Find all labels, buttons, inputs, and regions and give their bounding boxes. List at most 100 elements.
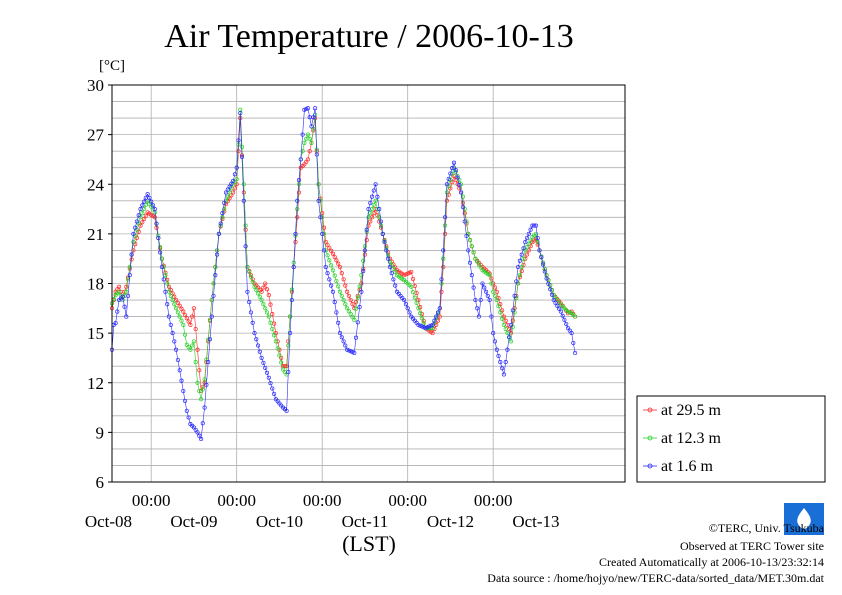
data-point: [127, 264, 132, 270]
data-point: [288, 314, 293, 319]
data-point: [391, 277, 396, 282]
data-point: [410, 290, 416, 295]
data-point: [386, 256, 391, 261]
data-point: [350, 302, 355, 307]
data-point: [193, 360, 198, 365]
data-point: [313, 106, 318, 111]
data-point: [489, 276, 494, 281]
data-point: [434, 314, 439, 319]
data-point: [345, 306, 350, 311]
data-point: [496, 353, 501, 358]
data-point: [177, 368, 182, 373]
credit-copyright: ©TERC, Univ. Tsukuba: [709, 521, 825, 535]
data-point: [503, 318, 508, 323]
data-point: [250, 279, 255, 284]
data-point: [309, 140, 314, 145]
data-point: [430, 331, 435, 336]
data-point: [462, 211, 467, 216]
data-point: [321, 248, 327, 253]
x-time-tick-label: 00:00: [388, 491, 427, 510]
data-point: [332, 273, 337, 278]
data-point: [216, 231, 221, 236]
y-tick-labels: 6 9 12 15 18 21 24 27 30: [87, 76, 112, 492]
data-point: [441, 264, 446, 270]
data-point: [508, 322, 514, 327]
data-point: [272, 391, 277, 396]
data-point: [174, 306, 179, 311]
data-point: [115, 309, 120, 314]
data-point: [443, 215, 448, 220]
data-point: [329, 248, 334, 253]
data-point: [288, 331, 293, 336]
data-point: [485, 293, 490, 298]
data-point: [341, 297, 346, 303]
data-point: [373, 198, 378, 203]
data-point: [195, 430, 200, 435]
data-point: [234, 165, 239, 170]
data-point: [161, 277, 166, 282]
y-tick-label: 18: [87, 275, 104, 294]
data-point: [505, 331, 510, 336]
data-point: [213, 273, 218, 278]
data-point: [346, 293, 351, 298]
data-point: [168, 322, 173, 327]
data-point: [435, 310, 441, 315]
data-point: [387, 264, 392, 270]
data-point: [352, 350, 357, 356]
data-point: [181, 388, 186, 394]
data-point: [229, 193, 234, 198]
data-point: [266, 375, 271, 380]
data-point: [548, 287, 553, 292]
series-line: [111, 109, 576, 400]
credit-source: Data source : /home/hojyo/new/TERC-data/…: [487, 571, 824, 585]
data-point: [127, 273, 132, 278]
data-point: [129, 252, 134, 257]
data-point: [469, 273, 474, 278]
data-point: [229, 181, 234, 186]
data-point: [188, 322, 193, 327]
data-point: [179, 378, 184, 383]
data-point: [393, 283, 398, 288]
data-point: [496, 304, 501, 309]
data-point: [487, 297, 492, 303]
data-point: [526, 241, 531, 246]
data-point: [206, 360, 211, 365]
data-point: [211, 293, 216, 298]
series-line: [111, 107, 576, 440]
data-point: [256, 291, 261, 296]
data-point: [305, 157, 310, 162]
data-point: [174, 347, 179, 352]
legend-label: at 1.6 m: [661, 458, 714, 475]
data-point: [339, 271, 344, 276]
data-point: [199, 436, 204, 442]
data-point: [188, 347, 193, 352]
data-point: [473, 256, 478, 261]
data-point: [526, 231, 531, 236]
data-point: [451, 160, 457, 165]
data-point: [186, 415, 191, 420]
data-point: [332, 300, 337, 305]
data-point: [182, 312, 188, 317]
data-point: [124, 284, 129, 289]
data-point: [266, 293, 271, 298]
data-point: [223, 190, 229, 195]
data-point: [528, 227, 533, 232]
data-point: [439, 277, 444, 282]
data-point: [368, 211, 373, 216]
data-point: [361, 269, 366, 274]
data-point: [295, 215, 300, 220]
data-point: [320, 231, 325, 236]
data-point: [279, 360, 284, 365]
data-point: [323, 240, 328, 245]
data-point: [560, 313, 565, 318]
data-point: [165, 302, 170, 307]
data-point: [555, 303, 560, 308]
data-point: [557, 306, 562, 311]
y-tick-label: 30: [87, 76, 104, 95]
x-axis-label: (LST): [342, 531, 396, 556]
data-point: [327, 258, 332, 263]
data-point: [282, 364, 287, 369]
x-date-label: Oct-13: [512, 512, 559, 531]
data-point: [336, 284, 341, 289]
data-point: [510, 318, 515, 323]
